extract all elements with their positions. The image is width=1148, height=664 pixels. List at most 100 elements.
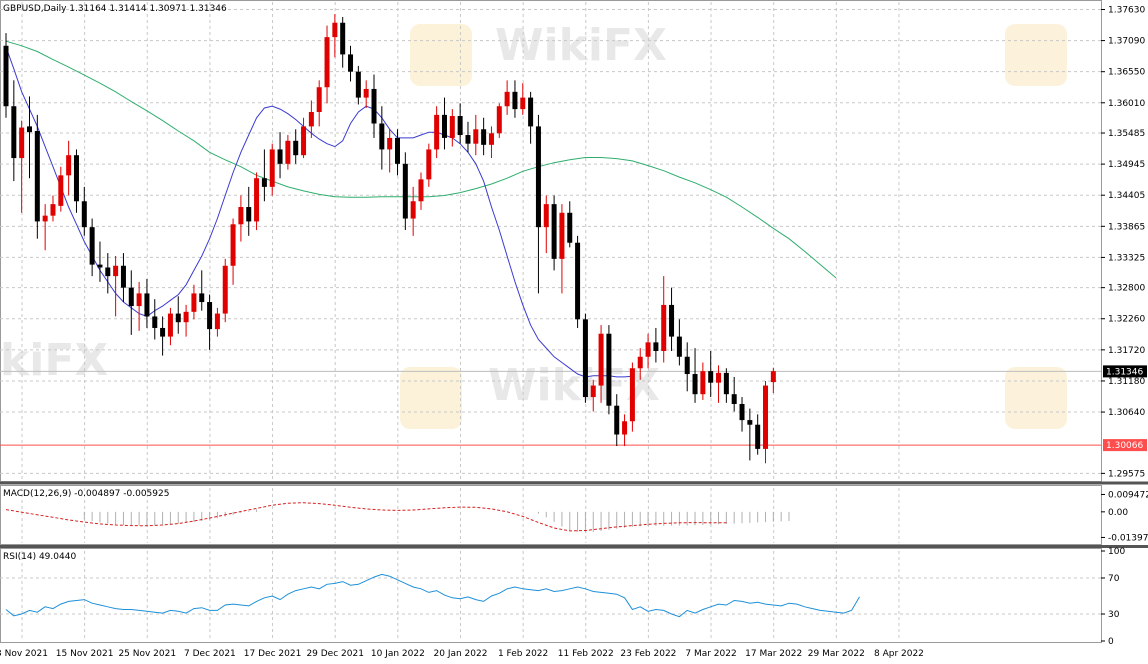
rsi-pane-frame xyxy=(0,548,1102,643)
candle-body xyxy=(770,371,776,383)
candle-body xyxy=(606,333,612,406)
candle-body xyxy=(301,126,307,156)
candle-body xyxy=(614,405,620,435)
candle-body xyxy=(324,37,330,88)
candle-body xyxy=(269,149,275,187)
y-tick-label: 1.35485 xyxy=(1108,129,1145,139)
y-tick-label: 1.32260 xyxy=(1108,315,1145,325)
candle-body xyxy=(81,201,87,228)
candle-body xyxy=(465,135,471,144)
candle-body xyxy=(684,356,690,375)
candle-body xyxy=(582,319,588,398)
candle-body xyxy=(167,313,173,337)
candle-body xyxy=(661,304,667,351)
candle-body xyxy=(716,372,722,383)
candle-body xyxy=(402,163,408,219)
x-tick-label: 7 Mar 2022 xyxy=(685,649,736,659)
candle-body xyxy=(449,116,455,138)
macd-title: MACD(12,26,9) -0.004897 -0.005925 xyxy=(3,489,169,499)
y-tick-label: 1.31180 xyxy=(1108,377,1145,387)
candle-body xyxy=(512,91,518,110)
candle-body xyxy=(504,91,510,107)
candle-body xyxy=(528,97,534,127)
candle-body xyxy=(763,385,769,449)
x-tick-label: 23 Feb 2022 xyxy=(620,649,676,659)
rsi-tick-label: 100 xyxy=(1108,547,1125,557)
candle-body xyxy=(457,116,463,136)
y-tick-label: 1.29575 xyxy=(1108,469,1145,479)
candle-body xyxy=(97,264,103,268)
candle-body xyxy=(230,224,236,266)
candle-body xyxy=(559,212,565,259)
candle-body xyxy=(50,204,56,216)
x-tick-label: 3 Nov 2021 xyxy=(0,649,48,659)
rsi-tick-label: 0 xyxy=(1108,637,1114,647)
candle-body xyxy=(363,88,369,98)
candle-body xyxy=(254,178,260,222)
candle-body xyxy=(136,293,142,307)
x-tick-label: 8 Apr 2022 xyxy=(874,649,924,659)
x-tick-label: 17 Dec 2021 xyxy=(244,649,302,659)
rsi-tick-label: 70 xyxy=(1108,574,1120,584)
support-level-label: 1.30066 xyxy=(1106,441,1143,451)
candle-body xyxy=(520,97,526,110)
x-tick-label: 29 Dec 2021 xyxy=(306,649,364,659)
candle-body xyxy=(575,242,581,320)
candle-body xyxy=(700,371,706,395)
candle-body xyxy=(3,45,9,107)
candle-body xyxy=(676,336,682,357)
candle-body xyxy=(175,313,181,323)
candle-body xyxy=(434,114,440,150)
candle-body xyxy=(395,137,400,164)
candle-body xyxy=(113,265,119,277)
candle-body xyxy=(739,403,745,421)
candle-body xyxy=(128,287,134,307)
support-level-label-bg xyxy=(1103,439,1147,452)
candle-body xyxy=(246,207,252,222)
candle-body xyxy=(645,342,651,357)
candle-body xyxy=(731,394,737,404)
candle-body xyxy=(58,175,64,206)
rsi-line xyxy=(5,573,860,618)
candle-body xyxy=(207,302,213,330)
candle-body xyxy=(755,424,761,449)
candle-body xyxy=(371,88,377,124)
candle-body xyxy=(214,313,220,330)
candle-body xyxy=(261,178,267,187)
candle-body xyxy=(473,129,479,144)
y-tick-label: 1.31720 xyxy=(1108,346,1145,356)
y-tick-label: 1.30640 xyxy=(1108,408,1145,418)
x-tick-label: 17 Mar 2022 xyxy=(745,649,802,659)
candle-body xyxy=(293,140,299,156)
macd-signal-line xyxy=(5,502,727,532)
candle-body xyxy=(629,368,635,422)
y-tick-label: 1.33325 xyxy=(1108,253,1145,263)
candle-body xyxy=(535,126,541,228)
candle-body xyxy=(598,333,604,386)
svg-text:WikiFX: WikiFX xyxy=(495,20,667,71)
y-tick-label: 1.36010 xyxy=(1108,99,1145,109)
candle-body xyxy=(73,155,79,202)
candle-body xyxy=(747,420,753,425)
x-tick-label: 7 Dec 2021 xyxy=(184,649,236,659)
candle-body xyxy=(222,265,228,314)
candle-body xyxy=(332,22,338,38)
macd-plot xyxy=(5,502,790,533)
candle-body xyxy=(551,204,557,259)
candle-body xyxy=(543,204,549,228)
candle-body xyxy=(66,155,72,176)
y-tick-label: 1.32800 xyxy=(1108,284,1145,294)
candle-body xyxy=(481,129,487,145)
candle-body xyxy=(669,304,675,337)
candle-body xyxy=(199,293,205,303)
svg-text:kiFX: kiFX xyxy=(0,335,108,386)
current-price-label-bg xyxy=(1103,365,1147,378)
candle-body xyxy=(496,106,502,134)
candle-body xyxy=(567,212,573,243)
candle-body xyxy=(426,149,432,180)
macd-pane-frame xyxy=(0,485,1102,545)
candle-body xyxy=(692,374,698,395)
candle-body xyxy=(105,267,111,277)
chart-title: GBPUSD,Daily 1.31164 1.31414 1.30971 1.3… xyxy=(3,4,227,14)
candle-body xyxy=(89,227,95,265)
